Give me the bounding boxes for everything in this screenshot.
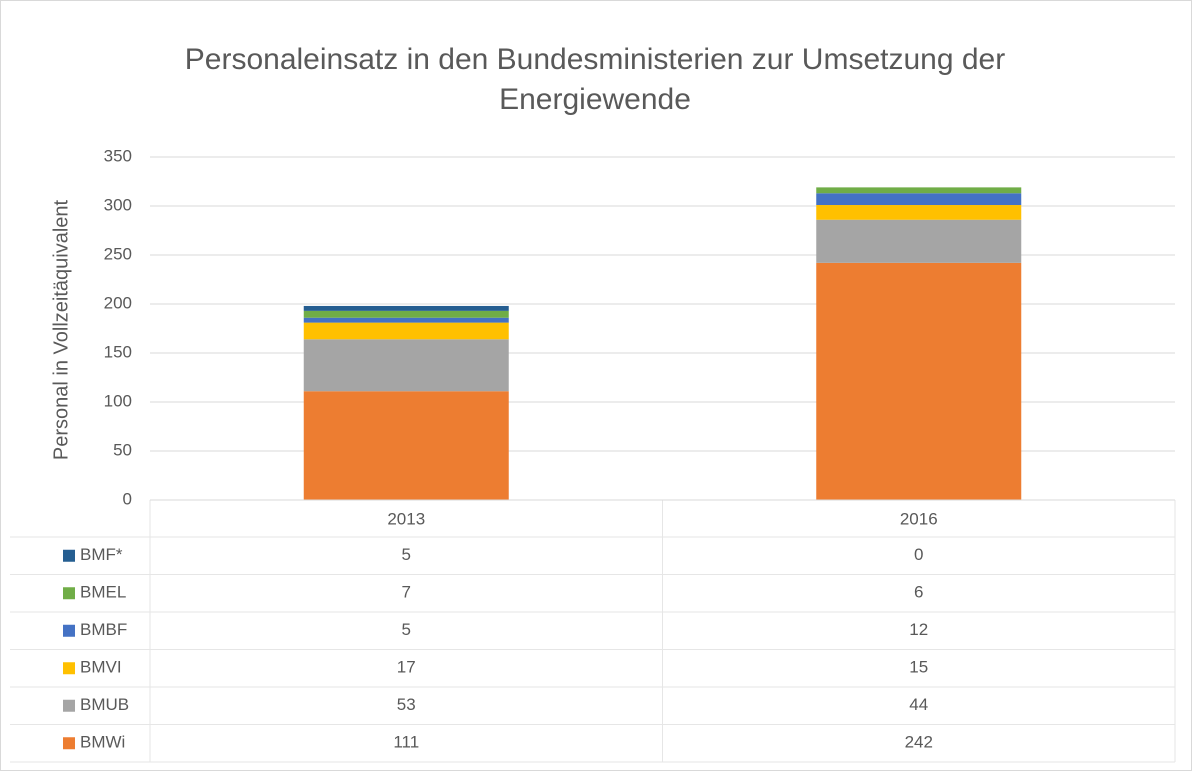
x-tick-label: 2013 xyxy=(387,509,425,528)
y-tick-label: 200 xyxy=(104,293,132,312)
table-value: 6 xyxy=(914,583,923,602)
legend-label: BMUB xyxy=(80,695,129,714)
x-tick-label: 2016 xyxy=(900,509,938,528)
y-tick-label: 300 xyxy=(104,195,132,214)
legend-label: BMVI xyxy=(80,658,122,677)
legend-swatch xyxy=(63,549,75,562)
bar-segment xyxy=(816,262,1022,500)
legend-swatch xyxy=(63,587,75,600)
table-value: 12 xyxy=(909,620,928,639)
y-axis-label: Personal in Vollzeitäquivalent xyxy=(50,199,72,460)
table-value: 242 xyxy=(905,733,933,752)
table-value: 53 xyxy=(397,695,416,714)
y-tick-label: 100 xyxy=(104,391,132,410)
bar-segment xyxy=(303,391,509,500)
bar-segment xyxy=(303,310,509,318)
table-value: 5 xyxy=(402,545,411,564)
bar-segment xyxy=(303,305,509,311)
y-tick-label: 150 xyxy=(104,342,132,361)
y-tick-label: 350 xyxy=(104,146,132,165)
bar-segment xyxy=(303,317,509,323)
y-tick-label: 0 xyxy=(123,489,132,508)
legend-label: BMEL xyxy=(80,583,126,602)
legend-swatch xyxy=(63,662,75,675)
legend-label: BMBF xyxy=(80,620,127,639)
legend-label: BMWi xyxy=(80,733,125,752)
table-value: 44 xyxy=(909,695,928,714)
bar-segment xyxy=(816,193,1022,206)
bar-segment xyxy=(816,219,1022,263)
table-value: 0 xyxy=(914,545,923,564)
legend-swatch xyxy=(63,699,75,712)
table-value: 5 xyxy=(402,620,411,639)
table-value: 111 xyxy=(393,733,419,752)
legend-label: BMF* xyxy=(80,545,123,564)
bar-segment xyxy=(816,187,1022,194)
y-tick-label: 250 xyxy=(104,244,132,263)
legend-swatch xyxy=(63,624,75,637)
legend-swatch xyxy=(63,737,75,750)
chart-title: Personaleinsatz in den Bundesministerien… xyxy=(184,43,1006,116)
bar-segment xyxy=(816,205,1022,220)
bar-segment xyxy=(303,322,509,340)
table-value: 17 xyxy=(397,658,416,677)
table-value: 15 xyxy=(909,658,928,677)
table-value: 7 xyxy=(402,583,411,602)
bar-segment xyxy=(303,339,509,392)
y-tick-label: 50 xyxy=(113,440,132,459)
